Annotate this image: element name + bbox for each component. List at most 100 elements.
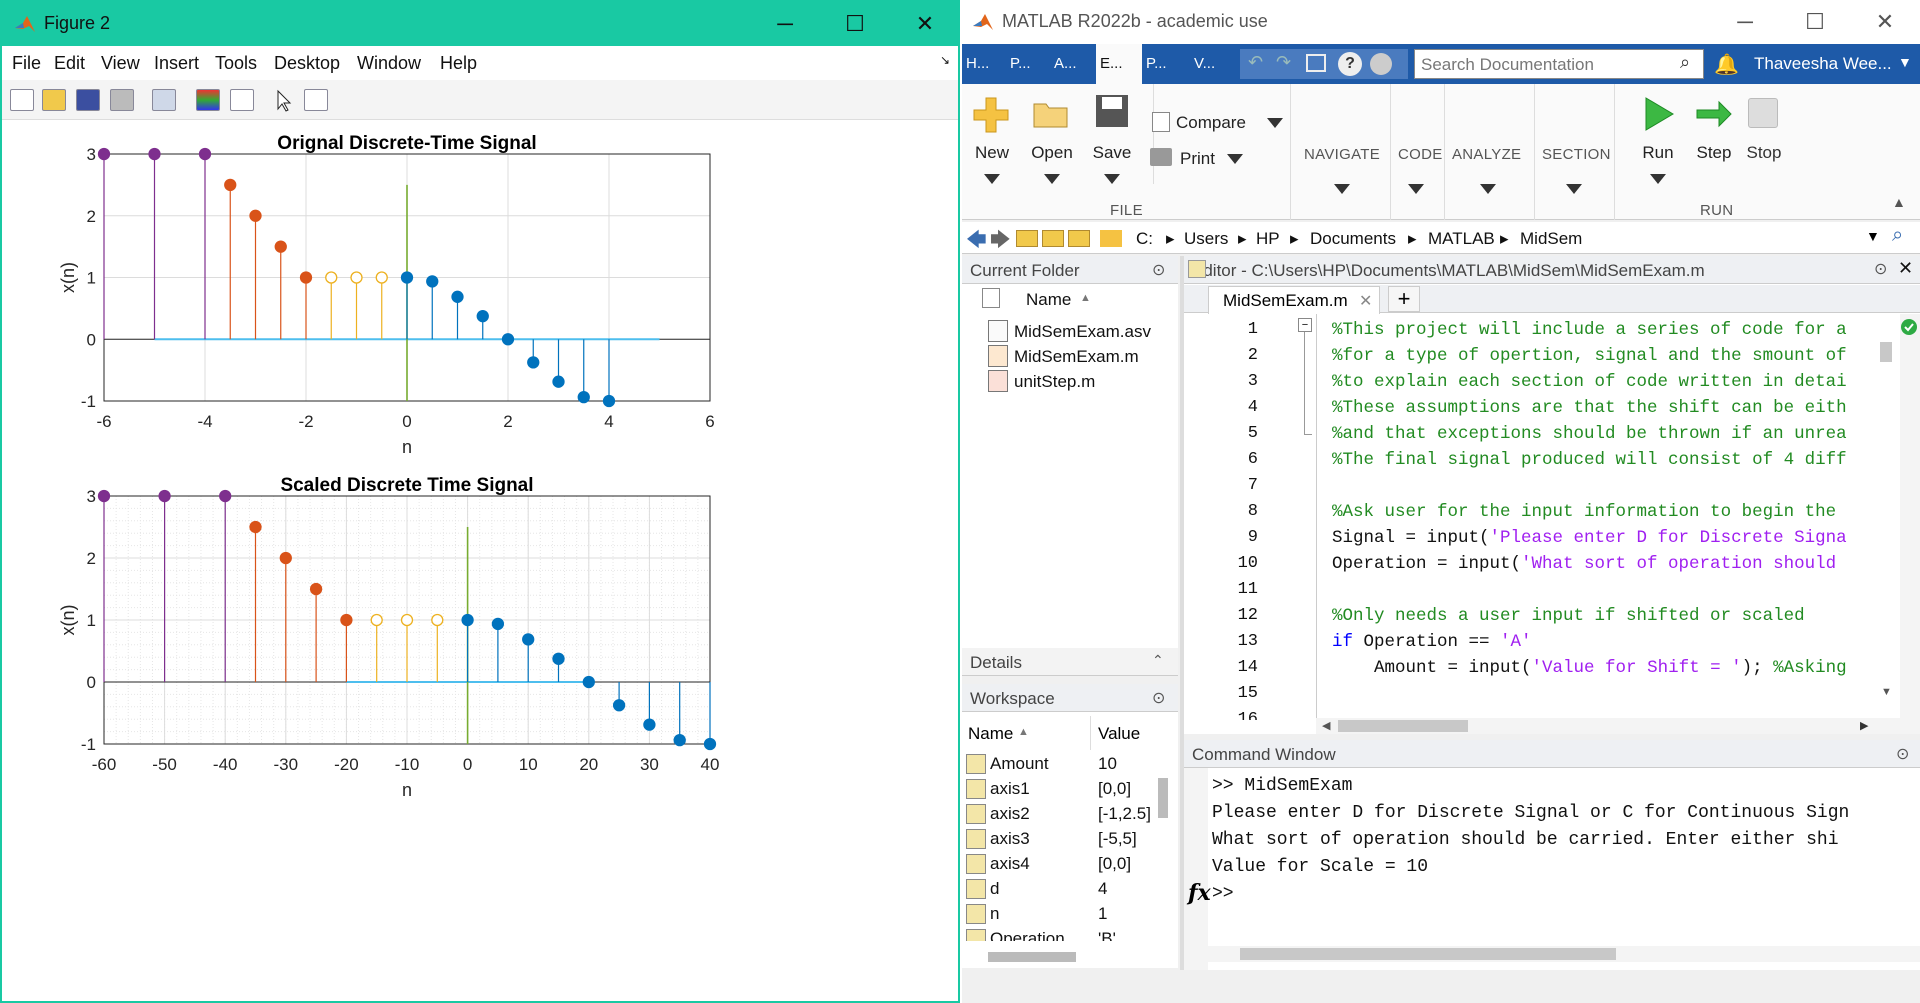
run-button[interactable]: Run xyxy=(1642,143,1674,162)
workspace-menu-icon[interactable]: ⊙ xyxy=(1152,690,1166,707)
code-line[interactable]: %This project will include a series of c… xyxy=(1332,320,1847,340)
minimize-button[interactable]: ─ xyxy=(777,11,793,36)
tab-apps[interactable]: A... xyxy=(1054,55,1077,72)
menu-insert[interactable]: Insert xyxy=(154,53,200,73)
breadcrumb-users[interactable]: Users xyxy=(1184,229,1229,248)
code-line[interactable]: %for a type of opertion, signal and the … xyxy=(1332,346,1847,366)
stop-icon[interactable] xyxy=(1748,98,1778,128)
breadcrumb-matlab[interactable]: MATLAB xyxy=(1428,229,1495,248)
editor-vertical-scrollbar[interactable] xyxy=(1880,342,1892,362)
print-icon[interactable] xyxy=(1150,148,1172,166)
maximize-button[interactable]: ☐ xyxy=(1805,9,1825,34)
search-documentation-input[interactable]: Search Documentation xyxy=(1414,49,1704,79)
code-line[interactable]: %The final signal produced will consist … xyxy=(1332,450,1847,470)
ws-row-axis3[interactable]: axis3 [-5,5] xyxy=(962,827,1178,852)
breadcrumb-midsem[interactable]: MidSem xyxy=(1520,229,1583,248)
menu-dock-icon[interactable]: ↘ xyxy=(940,53,951,67)
details-header[interactable]: Details xyxy=(962,648,1178,676)
tab-editor[interactable]: E... xyxy=(1096,44,1142,84)
code-line[interactable]: %to explain each section of code written… xyxy=(1332,372,1847,392)
fold-minus-icon[interactable]: − xyxy=(1298,318,1312,332)
tab-plots[interactable]: P... xyxy=(1010,55,1031,72)
help-icon[interactable]: ? xyxy=(1338,52,1362,76)
search-folder-icon[interactable]: ⌕ xyxy=(1892,224,1904,246)
tab-publish[interactable]: P... xyxy=(1146,55,1167,72)
close-button[interactable]: ✕ xyxy=(1875,9,1895,34)
collapse-ribbon-icon[interactable]: ▲ xyxy=(1892,194,1906,210)
ws-vertical-scrollbar[interactable] xyxy=(1158,778,1168,818)
expand-details-icon[interactable]: ⌃ xyxy=(1152,652,1164,668)
tab-home[interactable]: H... xyxy=(966,55,990,72)
redo-icon[interactable]: ↷ xyxy=(1276,52,1292,72)
save-button[interactable]: Save xyxy=(1092,143,1132,162)
chevron-down-icon[interactable]: ▼ xyxy=(1898,54,1912,70)
save-icon[interactable] xyxy=(76,89,100,111)
code-line[interactable]: %and that exceptions should be thrown if… xyxy=(1332,424,1847,444)
close-editor-icon[interactable]: ✕ xyxy=(1898,258,1914,278)
link-plot-icon[interactable] xyxy=(152,89,176,111)
compare-icon[interactable] xyxy=(1152,112,1170,132)
notification-bell-icon[interactable]: 🔔 xyxy=(1714,54,1739,76)
user-account[interactable]: Thaveesha Wee... xyxy=(1754,54,1892,73)
code-line[interactable]: Operation = input('What sort of operatio… xyxy=(1332,554,1837,574)
breadcrumb-drive[interactable]: C: xyxy=(1136,229,1153,248)
open-folder-icon[interactable] xyxy=(1033,99,1069,129)
code-section[interactable]: CODE xyxy=(1398,146,1443,163)
menu-edit[interactable]: Edit xyxy=(54,53,86,73)
open-file-icon[interactable] xyxy=(42,89,66,111)
command-prompt[interactable]: >> xyxy=(1212,884,1234,904)
new-plus-icon[interactable] xyxy=(972,96,1010,134)
step-icon[interactable] xyxy=(1695,98,1733,130)
ws-value-header[interactable]: Value xyxy=(1098,724,1141,743)
back-arrow-icon[interactable]: 🡄 xyxy=(966,229,987,251)
undo-icon[interactable]: ↶ xyxy=(1248,52,1264,72)
open-button[interactable]: Open xyxy=(1031,143,1073,162)
plot-tools-icon[interactable] xyxy=(304,89,328,111)
tab-view[interactable]: V... xyxy=(1194,55,1216,72)
print-icon[interactable] xyxy=(110,89,134,111)
code-line[interactable]: Amount = input('Value for Shift = '); %A… xyxy=(1332,658,1847,678)
menu-window[interactable]: Window xyxy=(357,53,422,73)
command-window[interactable]: Command Window ⊙ >> MidSemExam Please en… xyxy=(1184,740,1920,970)
dropdown-icon[interactable] xyxy=(1370,53,1392,75)
print-button[interactable]: Print xyxy=(1180,149,1215,168)
tab-midsemexam[interactable]: MidSemExam.m ✕ xyxy=(1208,286,1380,314)
code-area[interactable]: 1 %This project will include a series of … xyxy=(1184,314,1920,720)
breadcrumb-hp[interactable]: HP xyxy=(1256,229,1280,248)
analyze-section[interactable]: ANALYZE xyxy=(1452,146,1522,163)
new-figure-icon[interactable] xyxy=(10,89,34,111)
ws-row-axis4[interactable]: axis4 [0,0] xyxy=(962,852,1178,877)
new-button[interactable]: New xyxy=(974,143,1009,162)
ws-horizontal-scrollbar[interactable] xyxy=(988,952,1076,962)
ws-row-axis1[interactable]: axis1 [0,0] xyxy=(962,777,1178,802)
menu-view[interactable]: View xyxy=(101,53,140,73)
panel-menu-icon[interactable]: ⊙ xyxy=(1152,262,1166,279)
code-line[interactable]: Signal = input('Please enter D for Discr… xyxy=(1332,528,1847,548)
name-column-header[interactable]: Name xyxy=(1026,290,1072,309)
ws-name-header[interactable]: Name xyxy=(968,724,1014,743)
menu-desktop[interactable]: Desktop xyxy=(274,53,341,73)
legend-icon[interactable] xyxy=(230,89,254,111)
close-button[interactable]: ✕ xyxy=(915,11,935,36)
minimize-button[interactable]: ─ xyxy=(1737,9,1753,34)
save-disk-icon[interactable] xyxy=(1095,94,1129,128)
compare-button[interactable]: Compare xyxy=(1176,113,1246,132)
run-play-icon[interactable] xyxy=(1643,96,1675,132)
command-horizontal-scrollbar[interactable] xyxy=(1240,948,1616,960)
up-folder-icon[interactable] xyxy=(1016,230,1038,247)
navigate-section[interactable]: NAVIGATE xyxy=(1304,146,1381,163)
folder-tools-icon[interactable] xyxy=(1068,230,1090,247)
colorbar-icon[interactable] xyxy=(196,89,220,111)
stop-button[interactable]: Stop xyxy=(1746,143,1782,162)
breadcrumb-documents[interactable]: Documents xyxy=(1310,229,1396,248)
maximize-button[interactable]: ☐ xyxy=(845,11,865,36)
code-analyzer-ok-icon[interactable] xyxy=(1900,318,1918,336)
code-line[interactable]: %Only needs a user input if shifted or s… xyxy=(1332,606,1805,626)
editor-horizontal-scrollbar[interactable] xyxy=(1338,720,1468,732)
file-item-unitstep[interactable]: unitStep.m xyxy=(1014,372,1096,391)
code-line[interactable]: if Operation == 'A' xyxy=(1332,632,1532,652)
search-icon[interactable]: ⌕ xyxy=(1680,52,1691,72)
code-line[interactable]: %These assumptions are that the shift ca… xyxy=(1332,398,1847,418)
